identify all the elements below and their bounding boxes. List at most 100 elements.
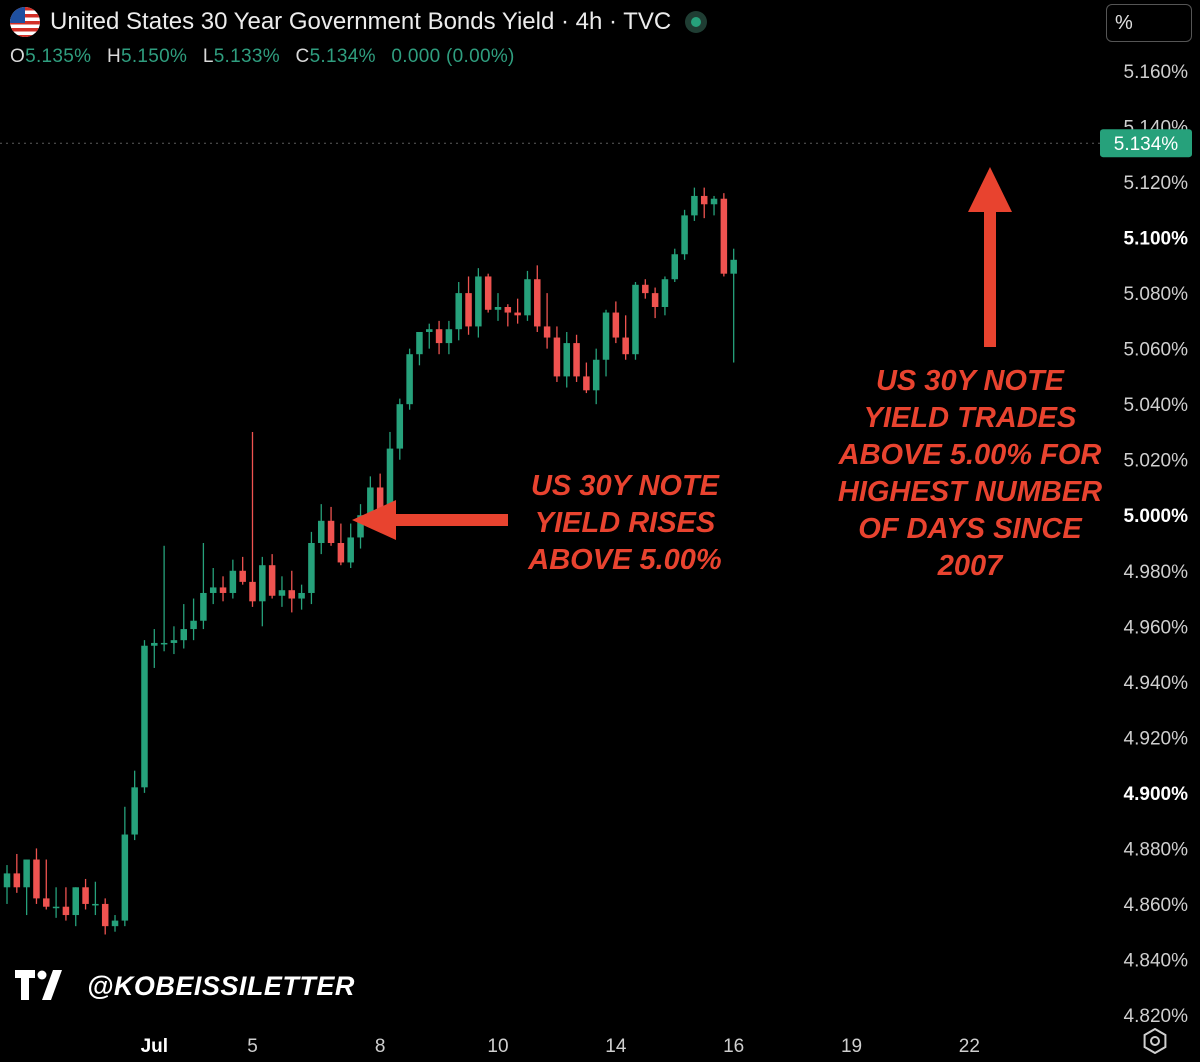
status-dot-icon (685, 11, 708, 33)
candle-body (406, 354, 413, 405)
candle-body (514, 312, 521, 316)
candle-body (720, 198, 728, 274)
us-flag-icon (10, 7, 40, 37)
y-axis-tick-label: 4.880% (1124, 839, 1189, 860)
x-axis-tick-label: 8 (375, 1036, 386, 1057)
y-axis-tick-label: 5.120% (1124, 173, 1189, 194)
candle-body (278, 590, 286, 596)
close-value: 5.134% (309, 46, 376, 67)
candle-body (229, 570, 237, 593)
x-axis-tick-label: 16 (723, 1036, 744, 1057)
candle-body (200, 592, 207, 621)
candle-body (72, 887, 79, 916)
chart-title: United States 30 Year Government Bonds Y… (50, 8, 672, 35)
candle-body (612, 312, 620, 338)
last-price-tag (1100, 129, 1192, 158)
candle-body (592, 359, 600, 391)
candle-body (504, 307, 512, 313)
candle-body (602, 312, 610, 360)
candle-body (180, 629, 188, 641)
last-price-label: 5.134% (1114, 134, 1179, 155)
candle-body (553, 337, 561, 377)
candle-body (357, 515, 364, 538)
annotation-left: US 30Y NOTE YIELD RISES ABOVE 5.00% (528, 470, 722, 576)
y-axis-tick-label: 5.020% (1124, 451, 1189, 472)
annotation-right: US 30Y NOTE YIELD TRADES ABOVE 5.00% FOR… (837, 365, 1103, 582)
candle-body (190, 620, 197, 630)
candle-body (170, 640, 178, 643)
x-axis-tick-label: 5 (247, 1036, 258, 1057)
candle-body (82, 887, 89, 904)
candle-body (700, 195, 708, 205)
close-label: C (295, 46, 310, 67)
candle-body (622, 337, 629, 355)
candle-body (121, 834, 129, 921)
candle-body (288, 590, 296, 599)
candle-body (101, 903, 109, 927)
candle-body (681, 215, 688, 255)
candle-body (583, 376, 590, 391)
candle-body (475, 276, 482, 327)
watermark: @KOBEISSILETTER (15, 970, 355, 1002)
candle-body (661, 279, 669, 307)
candle-body (347, 537, 354, 563)
low-value: 5.133% (213, 46, 280, 67)
candle-body (642, 284, 649, 294)
candle-body (465, 293, 472, 327)
settings-icon[interactable] (1142, 1027, 1168, 1055)
candle-body (3, 873, 11, 888)
candle-body (416, 331, 423, 355)
candle-body (691, 195, 698, 216)
candle-body (43, 898, 50, 907)
candle-body (445, 329, 453, 344)
candle-body (62, 906, 70, 916)
open-value: 5.135% (25, 46, 92, 67)
y-axis-tick-label: 4.920% (1124, 728, 1189, 749)
candle-body (111, 920, 119, 927)
chart-title-bar: United States 30 Year Government Bonds Y… (10, 5, 708, 39)
candle-body (337, 543, 345, 563)
candle-body (141, 645, 148, 788)
candle-body (268, 565, 276, 596)
y-axis-tick-label: 5.080% (1124, 284, 1189, 305)
candle-body (52, 906, 60, 909)
candle-body (386, 448, 394, 516)
arrow-up-head (968, 167, 1012, 212)
candle-body (239, 570, 246, 582)
candle-body (651, 293, 659, 307)
candle-body (298, 592, 305, 599)
candle-body (494, 307, 502, 310)
candle-body (484, 276, 492, 310)
candle-body (534, 279, 541, 327)
low-label: L (202, 46, 214, 67)
y-axis-tick-label: 4.940% (1124, 673, 1189, 694)
y-axis-tick-label: 4.900% (1124, 784, 1189, 805)
arrow-left-head (352, 500, 396, 540)
y-axis-tick-label: 4.980% (1124, 562, 1189, 583)
candle-body (327, 520, 335, 543)
candle-body (23, 859, 30, 888)
candle-body (13, 873, 21, 888)
unit-button[interactable]: % (1106, 4, 1192, 42)
y-axis-tick-label: 5.000% (1124, 506, 1189, 527)
candle-body (33, 859, 40, 899)
y-axis-tick-label: 4.840% (1124, 950, 1189, 971)
x-axis-tick-label: 14 (605, 1036, 627, 1057)
candle-body (151, 642, 158, 646)
candle-body (396, 404, 404, 449)
candle-body (710, 198, 718, 205)
candle-body (671, 254, 679, 280)
x-axis-tick-label: 10 (487, 1036, 508, 1057)
candle-body (209, 587, 217, 593)
candle-body (426, 329, 433, 332)
candle-body (435, 329, 443, 344)
arrow-up-icon (984, 205, 996, 347)
ohlc-legend: O5.135% H5.150% L5.133% C5.134% 0.000 (0… (10, 46, 525, 68)
x-axis-tick-label: 19 (841, 1036, 862, 1057)
candle-body (563, 343, 570, 377)
candle-body (543, 326, 551, 338)
tradingview-logo-icon (15, 970, 67, 1002)
candle-body (249, 581, 256, 602)
open-label: O (10, 46, 26, 67)
